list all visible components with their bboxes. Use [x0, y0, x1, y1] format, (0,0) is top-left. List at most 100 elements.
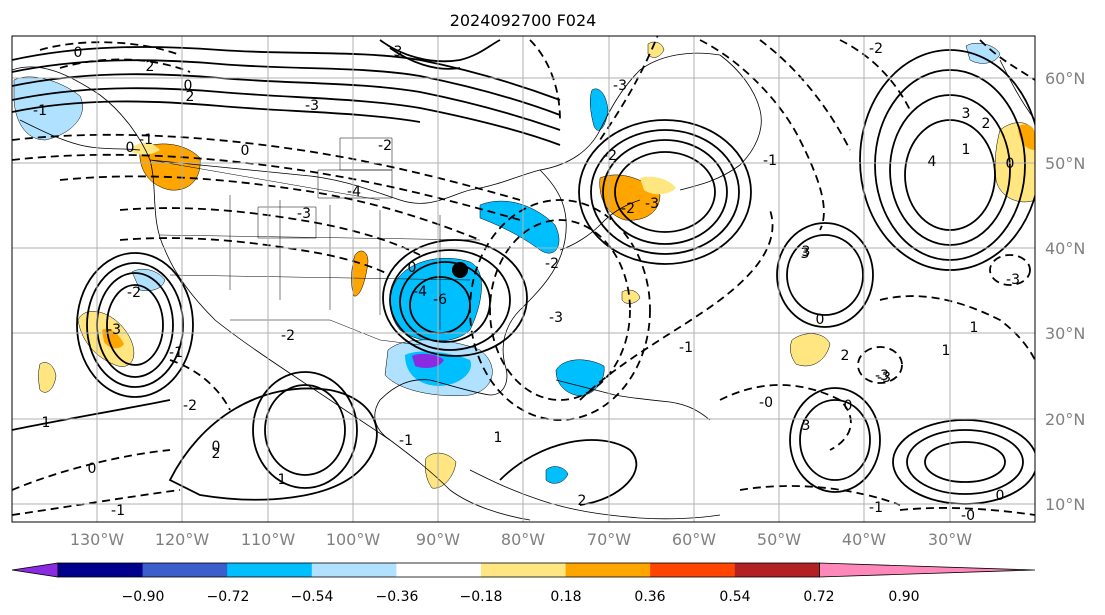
negative-anomaly-central-am [545, 466, 569, 484]
contour-label: 0 [184, 78, 193, 94]
storm-center-marker [452, 262, 468, 278]
colorbar-tick-label: 0.18 [550, 589, 581, 605]
contour-label: 0 [88, 461, 97, 477]
contour-label: 3 [962, 106, 971, 122]
negative-anomaly-atlantic-north [965, 43, 1001, 64]
colorbar-tick-label: 0.54 [719, 589, 750, 605]
contour-label: 0 [241, 143, 250, 159]
contour-label: 0 [408, 260, 417, 276]
contour-label: 0 [74, 45, 83, 61]
longitude-label: 50°W [757, 530, 801, 549]
latitude-label: 30°N [1045, 324, 1085, 343]
latitude-label: 60°N [1045, 69, 1085, 88]
contour-label: 0 [844, 398, 853, 414]
longitude-label: 120°W [155, 530, 210, 549]
map-frame [11, 35, 1036, 523]
contour-label: -3 [877, 370, 891, 386]
colorbar-tick-label: −0.18 [460, 589, 503, 605]
contour-label: 2 [982, 116, 991, 132]
contour-label: 1 [942, 343, 951, 359]
figure-title: 2024092700 F024 [450, 11, 597, 30]
colorbar-tick-label: −0.36 [376, 589, 419, 605]
contour-label: -2 [621, 201, 635, 217]
longitude-axis: 130°W 120°W 110°W 100°W 90°W 80°W 70°W 6… [70, 530, 972, 549]
contour-label: 0 [212, 439, 221, 455]
negative-anomaly-purple [412, 353, 444, 368]
dashed-contours [12, 36, 1035, 516]
contour-label: 0 [996, 488, 1005, 504]
colorbar-segment [650, 563, 736, 577]
contour-label: -2 [183, 398, 197, 414]
longitude-label: 80°W [501, 530, 545, 549]
latitude-axis: 60°N 50°N 40°N 30°N 20°N 10°N [1045, 69, 1085, 514]
latitude-label: 40°N [1045, 239, 1085, 258]
contour-label: -3 [297, 206, 311, 222]
longitude-label: 40°W [842, 530, 886, 549]
contour-label: -1 [33, 103, 47, 119]
contour-label: -1 [869, 500, 883, 516]
colorbar-segment [227, 563, 313, 577]
colorbar [11, 562, 1036, 578]
contour-label: 1 [970, 320, 979, 336]
contour-label: -3 [645, 196, 659, 212]
colorbar-tick-label: 0.90 [888, 589, 919, 605]
longitude-label: 90°W [416, 530, 460, 549]
contour-label: 3 [801, 246, 810, 262]
latitude-label: 10°N [1045, 495, 1085, 514]
positive-anomaly-greenland [647, 41, 665, 58]
contour-label: 0 [126, 140, 135, 156]
contour-label: 1 [42, 415, 51, 431]
colorbar-tick-label: −0.90 [122, 589, 165, 605]
contour-label: -3 [107, 322, 121, 338]
colorbar-tick-label: 0.72 [803, 589, 834, 605]
contour-label: 1 [278, 472, 287, 488]
negative-anomaly-appalachian [479, 200, 560, 254]
colorbar-extend-max [819, 562, 1036, 578]
longitude-label: 100°W [326, 530, 381, 549]
political-borders [149, 137, 481, 346]
colorbar-frame [57, 562, 820, 578]
gridlines [12, 36, 1035, 522]
contour-label: 2 [212, 446, 221, 462]
positive-anomaly-nova-scotia-light [640, 176, 676, 195]
contour-label: -2 [603, 148, 617, 164]
contour-label: -0 [759, 395, 773, 411]
colorbar-extend-min [11, 562, 59, 578]
contour-label: 4 [928, 154, 937, 170]
contour-label: 2 [841, 348, 850, 364]
latitude-label: 20°N [1045, 410, 1085, 429]
contour-label: -4 [347, 184, 361, 200]
contour-label: 3 [394, 44, 403, 60]
colorbar-tick-label: −0.54 [291, 589, 334, 605]
colorbar-tick-label: −0.72 [207, 589, 250, 605]
colorbar-ticks: −0.90 −0.72 −0.54 −0.36 −0.18 0.18 0.36 … [122, 589, 920, 605]
contour-label: -1 [763, 153, 777, 169]
positive-anomaly-atlantic-mid [790, 333, 831, 367]
positive-anomaly-pacific-sw [38, 362, 57, 393]
coastlines [12, 52, 1035, 521]
contour-label: -3 [549, 310, 563, 326]
contour-label: 2 [186, 89, 195, 105]
contour-label: -3 [305, 98, 319, 114]
contour-label: 1 [962, 142, 971, 158]
longitude-label: 70°W [587, 530, 631, 549]
latitude-label: 50°N [1045, 154, 1085, 173]
contour-label: -1 [139, 132, 153, 148]
longitude-label: 30°W [928, 530, 972, 549]
contour-label: 3 [802, 244, 811, 260]
negative-anomaly-labrador [590, 88, 609, 131]
contour-label: 0 [816, 312, 825, 328]
contour-label: 2 [146, 59, 155, 75]
contour-label: -2 [378, 138, 392, 154]
contour-label: 3 [802, 418, 811, 434]
contour-label: -3 [1006, 272, 1020, 288]
contour-labels: 0 2 2 -1 0 -1 0 3 -3 -2 -2 -4 -3 0 -3 -2… [33, 41, 1020, 522]
contour-label: 2 [578, 493, 587, 509]
contour-label: 1 [494, 430, 503, 446]
contour-label: -2 [281, 328, 295, 344]
contour-label: -2 [869, 41, 883, 57]
longitude-label: 130°W [70, 530, 125, 549]
colorbar-segment [565, 563, 651, 577]
colorbar-segment [734, 563, 820, 577]
